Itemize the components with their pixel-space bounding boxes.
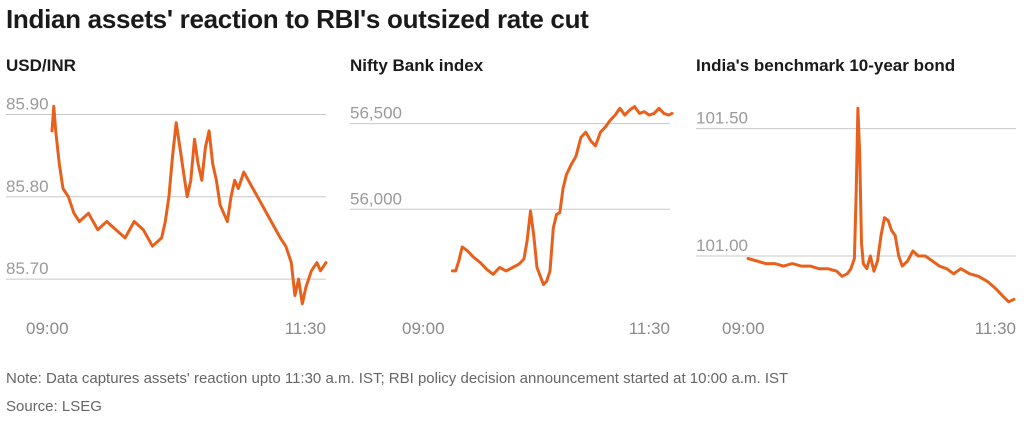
bond-chart: 101.50 101.00 09:00 11:30	[696, 106, 1016, 338]
y-tick-label: 85.70	[6, 259, 49, 278]
usd-inr-panel: USD/INR 85.90 85.80 85.70 09:00 11:30	[6, 54, 336, 354]
footnote: Note: Data captures assets' reaction upt…	[6, 370, 789, 387]
x-tick-label: 11:30	[975, 319, 1016, 338]
x-tick-label: 09:00	[402, 319, 445, 338]
panel-title: India's benchmark 10-year bond	[696, 56, 956, 75]
nifty-bank-panel: Nifty Bank index 56,500 56,000 09:00 11:30	[350, 54, 680, 354]
panel-title: Nifty Bank index	[350, 56, 484, 75]
nifty-bank-chart: 56,500 56,000 09:00 11:30	[350, 104, 674, 338]
x-tick-label: 09:00	[722, 319, 765, 338]
y-tick-label: 56,500	[350, 104, 402, 123]
x-tick-label: 09:00	[26, 319, 69, 338]
x-tick-label: 11:30	[285, 319, 326, 338]
usd-inr-chart: 85.90 85.80 85.70 09:00 11:30	[6, 94, 328, 338]
chart-title: Indian assets' reaction to RBI's outsize…	[6, 4, 589, 34]
x-tick-label: 11:30	[629, 319, 670, 338]
source-credit: Source: LSEG	[6, 398, 102, 415]
y-tick-label: 85.90	[6, 94, 49, 113]
y-tick-label: 85.80	[6, 177, 49, 196]
bond-panel: India's benchmark 10-year bond 101.50 101…	[696, 54, 1024, 354]
panel-title: USD/INR	[6, 56, 76, 75]
series-line	[450, 105, 674, 287]
y-tick-label: 56,000	[350, 189, 402, 208]
series-line	[746, 106, 1016, 304]
series-line	[50, 104, 328, 306]
y-tick-label: 101.00	[696, 236, 748, 255]
y-tick-label: 101.50	[696, 109, 748, 128]
